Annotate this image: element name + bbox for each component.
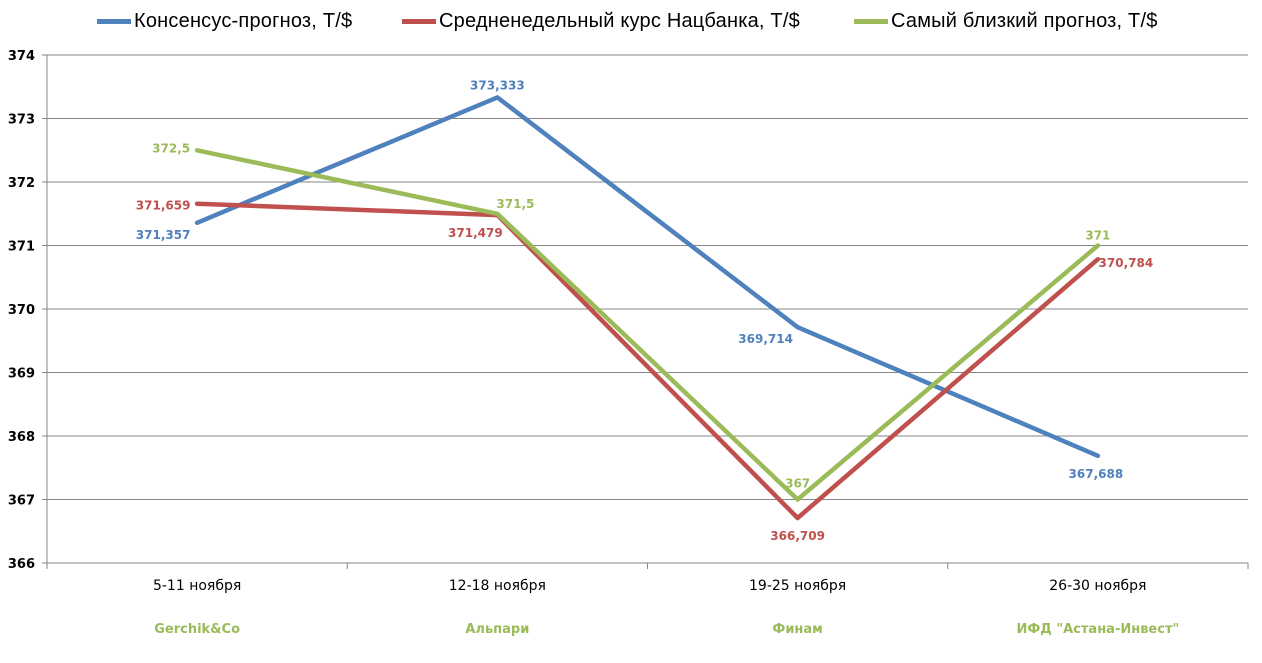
- series-line-consensus: [194, 95, 1101, 459]
- data-label-consensus: 371,357: [136, 228, 191, 242]
- legend-label-nationalbank: Средненедельный курс Нацбанка, Т/$: [439, 9, 800, 32]
- legend-label-consensus: Консенсус-прогноз, Т/$: [134, 9, 353, 32]
- y-tick-label: 367: [8, 494, 35, 509]
- legend-item-closest: Самый близкий прогноз, Т/$: [854, 6, 1158, 36]
- data-label-nationalbank: 366,709: [770, 529, 825, 543]
- x-category-sublabel: Финам: [772, 622, 822, 637]
- data-label-nationalbank: 371,479: [448, 226, 503, 240]
- x-category-sublabel: Gerchik&Co: [154, 622, 240, 637]
- y-tick-labels: 366 367 368 369 370 371 372 373 374: [8, 49, 35, 572]
- y-tick-label: 366: [8, 557, 35, 572]
- legend-item-consensus: Консенсус-прогноз, Т/$: [97, 6, 352, 36]
- chart-legend: Консенсус-прогноз, Т/$ Средненедельный к…: [0, 6, 1262, 36]
- legend-swatch-consensus: [97, 18, 131, 24]
- axes: [42, 54, 1249, 569]
- y-tick-label: 371: [8, 240, 35, 255]
- legend-item-nationalbank: Средненедельный курс Нацбанка, Т/$: [402, 6, 800, 36]
- data-label-closest: 371,5: [496, 197, 534, 211]
- legend-label-closest: Самый близкий прогноз, Т/$: [891, 9, 1158, 32]
- data-labels: 371,357 373,333 369,714 367,688 371,659 371,4…: [136, 78, 1153, 543]
- y-tick-label: 370: [8, 303, 35, 318]
- y-tick-label: 373: [8, 113, 35, 128]
- y-tick-label: 374: [8, 49, 35, 64]
- series-lines: [194, 95, 1101, 521]
- data-label-closest: 367: [785, 477, 810, 491]
- legend-swatch-nationalbank: [402, 18, 436, 24]
- x-tick-label: 19-25 ноября: [749, 578, 846, 594]
- data-label-nationalbank: 371,659: [136, 199, 191, 213]
- x-category-sublabel: ИФД "Астана-Инвест": [1016, 622, 1179, 637]
- data-label-closest: 372,5: [152, 141, 190, 155]
- data-label-consensus: 369,714: [738, 332, 793, 346]
- y-tick-label: 372: [8, 176, 35, 191]
- data-label-nationalbank: 370,784: [1099, 256, 1154, 270]
- data-label-consensus: 367,688: [1069, 467, 1124, 481]
- series-line-closest: [194, 148, 1101, 502]
- x-tick-label: 26-30 ноября: [1049, 578, 1146, 594]
- y-tick-label: 368: [8, 430, 35, 445]
- x-category-sublabel: Альпари: [465, 622, 529, 637]
- gridlines: [47, 54, 1248, 500]
- x-tick-label: 12-18 ноября: [449, 578, 546, 594]
- y-tick-label: 369: [8, 367, 35, 382]
- x-tick-label: 5-11 ноября: [153, 578, 241, 594]
- data-label-consensus: 373,333: [470, 78, 525, 92]
- legend-swatch-closest: [854, 18, 888, 24]
- x-tick-labels: 5-11 ноября Gerchik&Co 12-18 ноября Альпари…: [153, 578, 1179, 637]
- data-label-closest: 371: [1085, 229, 1110, 243]
- series-line-nationalbank: [194, 201, 1101, 521]
